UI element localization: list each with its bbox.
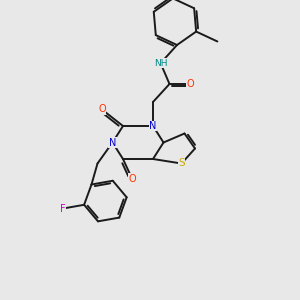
Text: S: S (178, 158, 185, 169)
Text: O: O (187, 79, 194, 89)
Text: O: O (128, 173, 136, 184)
Text: F: F (60, 203, 66, 214)
Text: O: O (98, 104, 106, 115)
Text: NH: NH (154, 58, 167, 68)
Text: N: N (109, 137, 116, 148)
Text: N: N (149, 121, 157, 131)
